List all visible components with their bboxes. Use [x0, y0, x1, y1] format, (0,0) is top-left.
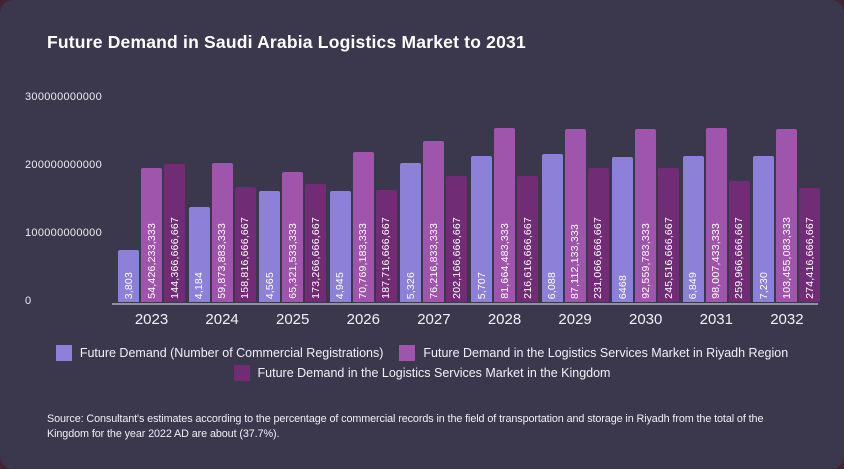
legend-swatch-commercial-registrations — [55, 345, 72, 361]
bar-2030-series3: 245,516,666,667 — [658, 168, 680, 302]
bar-value-label: 4,565 — [263, 271, 276, 299]
legend-row-1: Future Demand (Number of Commercial Regi… — [55, 345, 788, 361]
x-axis-label-2026: 2026 — [346, 311, 380, 328]
bar-value-label: 144,366,666,667 — [168, 217, 181, 299]
bar-2030-series1: 6468 — [612, 157, 634, 302]
bar-value-label: 98,007,433,333 — [710, 223, 723, 299]
bar-2030-series2: 92,559,783,333 — [635, 129, 657, 302]
bar-2029-series1: 6,088 — [541, 154, 563, 302]
bar-value-label: 274,416,666,667 — [803, 217, 816, 299]
bar-2029-series3: 231,066,666,667 — [587, 168, 609, 302]
bar-2026-series3: 187,716,666,667 — [375, 190, 397, 302]
bar-2024-series3: 158,816,666,667 — [234, 187, 256, 302]
y-axis-tick-200000000000: 200000000000 — [25, 159, 103, 171]
bar-value-label: 158,816,666,667 — [239, 217, 252, 299]
bar-2028-series2: 81,664,483,333 — [494, 128, 515, 302]
bar-2024-series2: 59,873,883,333 — [211, 163, 233, 302]
bar-2032-series2: 103,455,083,333 — [776, 129, 798, 302]
legend-item-kingdom: Future Demand in the Logistics Services … — [233, 365, 611, 381]
bar-value-label: 59,873,883,333 — [216, 223, 229, 299]
legend-item-riyadh-region: Future Demand in the Logistics Services … — [399, 345, 788, 361]
bar-value-label: 7,230 — [757, 271, 770, 299]
bar-value-label: 202,166,666,667 — [450, 217, 463, 299]
bar-value-label: 4,945 — [334, 271, 347, 299]
bar-2032-series3: 274,416,666,667 — [799, 188, 821, 302]
legend-item-commercial-registrations: Future Demand (Number of Commercial Regi… — [55, 345, 384, 361]
bar-value-label: 259,966,666,667 — [733, 217, 746, 299]
chart-title: Future Demand in Saudi Arabia Logistics … — [47, 32, 526, 52]
bar-2028-series3: 216,616,666,667 — [517, 176, 538, 302]
legend-label-riyadh-region: Future Demand in the Logistics Services … — [423, 346, 789, 360]
y-axis-tick-300000000000: 300000000000 — [25, 91, 103, 103]
bar-value-label: 81,664,483,333 — [498, 223, 511, 299]
x-axis-label-2030: 2030 — [629, 311, 663, 328]
bar-value-label: 54,426,233,333 — [145, 223, 158, 299]
bar-2025-series1: 4,565 — [259, 191, 281, 302]
bar-value-label: 6,849 — [687, 271, 700, 299]
x-axis-label-2031: 2031 — [699, 311, 733, 328]
x-axis-line — [112, 303, 818, 305]
x-axis-label-2024: 2024 — [205, 311, 239, 328]
bar-value-label: 231,066,666,667 — [592, 217, 605, 299]
bar-2031-series1: 6,849 — [682, 156, 704, 302]
legend-label-commercial-registrations: Future Demand (Number of Commercial Regi… — [79, 346, 384, 360]
bar-value-label: 4,184 — [193, 271, 206, 299]
bar-2026-series1: 4,945 — [329, 191, 351, 302]
bar-2027-series2: 76,216,833,333 — [423, 141, 445, 302]
bar-value-label: 65,321,533,333 — [286, 223, 299, 299]
bar-value-label: 173,266,666,667 — [309, 217, 322, 299]
bar-2027-series1: 5,326 — [400, 163, 422, 302]
bar-2027-series3: 202,166,666,667 — [446, 176, 468, 302]
bar-value-label: 103,455,083,333 — [780, 217, 793, 299]
x-axis-label-2032: 2032 — [770, 311, 804, 328]
bar-2023-series1: 3,803 — [118, 250, 139, 302]
bar-2032-series1: 7,230 — [753, 156, 775, 302]
bar-value-label: 245,516,666,667 — [662, 217, 675, 299]
x-axis-label-2027: 2027 — [417, 311, 451, 328]
bar-2028-series1: 5,707 — [471, 156, 492, 302]
bar-value-label: 216,616,666,667 — [521, 217, 534, 299]
legend-swatch-riyadh-region — [399, 345, 416, 361]
legend-label-kingdom: Future Demand in the Logistics Services … — [257, 366, 611, 380]
bar-value-label: 6,088 — [546, 271, 559, 299]
bar-value-label: 76,216,833,333 — [427, 223, 440, 299]
bar-value-label: 3,803 — [122, 271, 135, 299]
bar-2024-series1: 4,184 — [188, 207, 210, 302]
y-axis-tick-100000000000: 100000000000 — [25, 227, 103, 239]
bar-2025-series3: 173,266,666,667 — [305, 184, 327, 302]
bar-2026-series2: 70,769,183,333 — [352, 152, 374, 302]
bar-value-label: 87,112,133,333 — [569, 223, 582, 299]
bar-2031-series2: 98,007,433,333 — [705, 128, 727, 302]
bar-2029-series2: 87,112,133,333 — [564, 129, 586, 302]
bar-value-label: 70,769,183,333 — [357, 223, 370, 299]
bar-value-label: 187,716,666,667 — [380, 217, 393, 299]
bar-2023-series2: 54,426,233,333 — [141, 168, 162, 302]
bar-value-label: 5,326 — [404, 271, 417, 299]
x-axis-label-2025: 2025 — [276, 311, 310, 328]
bar-2023-series3: 144,366,666,667 — [164, 164, 185, 302]
x-axis-label-2023: 2023 — [134, 311, 169, 328]
y-axis-tick-0: 0 — [25, 295, 32, 307]
legend: Future Demand (Number of Commercial Regi… — [0, 345, 844, 381]
bar-2031-series3: 259,966,666,667 — [728, 181, 750, 302]
bar-value-label: 92,559,783,333 — [639, 223, 652, 299]
bar-2025-series2: 65,321,533,333 — [282, 172, 304, 302]
legend-swatch-kingdom — [233, 365, 250, 381]
bar-value-label: 5,707 — [475, 271, 488, 299]
x-axis-label-2028: 2028 — [487, 311, 522, 328]
legend-row-2: Future Demand in the Logistics Services … — [233, 365, 611, 381]
x-axis-label-2029: 2029 — [558, 311, 592, 328]
source-note: Source: Consultant's estimates according… — [47, 413, 764, 440]
bar-value-label: 6468 — [616, 274, 629, 299]
